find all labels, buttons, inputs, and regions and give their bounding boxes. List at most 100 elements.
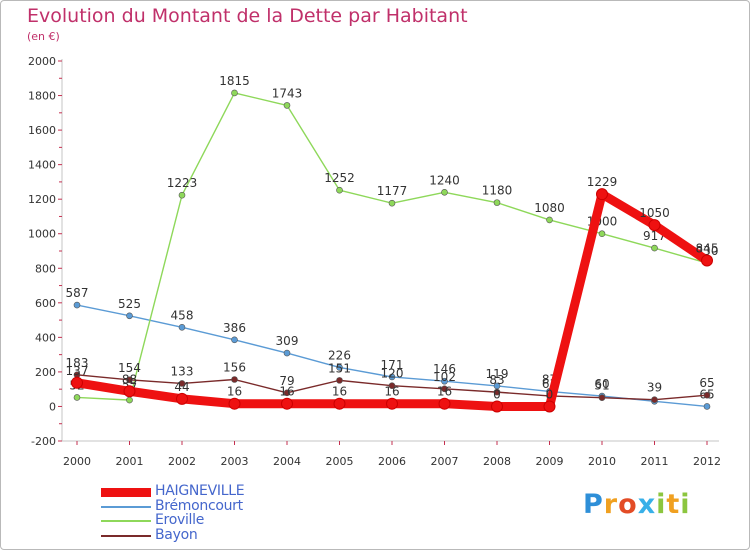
data-point-bayon (231, 376, 238, 383)
data-label-bayon: 51 (594, 379, 609, 393)
data-point-eroville (388, 199, 396, 207)
data-point-br-moncourt (441, 377, 448, 385)
data-label-bayon: 156 (223, 361, 246, 375)
data-point-haigneville (543, 400, 556, 413)
data-point-haigneville (281, 397, 293, 410)
data-label-haigneville: 16 (437, 385, 452, 399)
y-tick-label: 600 (35, 297, 56, 310)
logo-letter: r (603, 489, 619, 520)
data-label-haigneville: 16 (384, 385, 399, 399)
data-point-haigneville (71, 376, 83, 389)
data-label-haigneville: 137 (66, 364, 89, 378)
data-label-br-moncourt: 386 (223, 321, 246, 335)
data-point-bayon (493, 388, 501, 396)
legend-swatch-bayon (101, 534, 151, 537)
data-point-haigneville (596, 188, 608, 201)
data-label-haigneville: 1229 (587, 175, 618, 189)
proxiti-logo: Proxiti (583, 489, 691, 520)
data-label-bayon: 183 (66, 356, 89, 370)
data-label-haigneville: 0 (546, 387, 554, 401)
series-line-eroville (76, 92, 708, 401)
data-point-eroville (73, 394, 81, 401)
y-tick-label: 1400 (28, 159, 56, 172)
data-label-bayon: 151 (328, 361, 351, 375)
data-point-eroville (336, 186, 343, 194)
data-label-eroville: 1180 (482, 184, 513, 198)
data-label-haigneville: 16 (227, 385, 242, 399)
y-tick-label: 0 (49, 400, 56, 413)
data-point-eroville (178, 191, 186, 199)
chart-subtitle: (en €) (27, 30, 60, 43)
data-label-eroville: 1240 (429, 173, 460, 187)
data-label-eroville: 1223 (167, 176, 198, 190)
legend-label-eroville: Eroville (155, 512, 205, 528)
data-point-bayon (336, 377, 343, 384)
data-point-haigneville (333, 397, 346, 410)
data-point-bayon (598, 394, 606, 401)
data-label-haigneville: 16 (279, 385, 294, 399)
y-tick-label: 800 (35, 262, 56, 275)
legend-label-br-moncourt: Brémoncourt (155, 497, 243, 514)
data-label-haigneville: 88 (122, 372, 137, 386)
data-label-bayon: 120 (381, 367, 404, 381)
data-point-eroville (126, 396, 133, 404)
x-tick-label: 2001 (116, 455, 144, 468)
data-point-haigneville (438, 397, 451, 410)
legend-label-haigneville: HAIGNEVILLE (155, 483, 245, 499)
legend-swatch-eroville (101, 520, 151, 522)
y-tick-label: 2000 (28, 55, 56, 68)
data-label-br-moncourt: 309 (276, 334, 299, 348)
x-tick-label: 2006 (378, 455, 406, 468)
data-label-br-moncourt: 587 (66, 286, 89, 300)
legend-swatch-br-moncourt (101, 505, 151, 508)
x-tick-label: 2005 (326, 455, 354, 468)
data-label-haigneville: 0 (493, 387, 501, 401)
x-tick-label: 2009 (536, 455, 564, 468)
data-label-br-moncourt: 458 (171, 308, 194, 322)
data-label-haigneville: 16 (332, 385, 347, 399)
data-label-haigneville: 44 (174, 380, 189, 394)
data-point-haigneville (123, 385, 136, 398)
data-label-bayon: 79 (279, 374, 294, 388)
y-tick-label: -200 (31, 435, 56, 448)
data-label-eroville: 1252 (324, 171, 355, 185)
logo-letter: i (656, 489, 667, 520)
logo-letter: o (618, 489, 638, 520)
data-point-br-moncourt (231, 336, 238, 344)
data-point-haigneville (648, 219, 661, 232)
data-point-eroville (441, 188, 448, 196)
data-label-br-moncourt: 119 (486, 367, 509, 381)
data-label-bayon: 154 (118, 361, 141, 375)
data-point-eroville (493, 199, 501, 206)
data-label-eroville: 1815 (219, 74, 250, 88)
legend-swatch-haigneville (101, 487, 151, 497)
data-point-eroville (231, 89, 238, 97)
data-label-eroville: 1080 (534, 201, 565, 215)
data-label-br-moncourt: 60 (594, 377, 609, 391)
data-label-br-moncourt: 525 (118, 297, 141, 311)
data-point-br-moncourt (283, 349, 291, 357)
data-label-br-moncourt: 171 (381, 358, 404, 372)
data-point-bayon (283, 389, 291, 397)
data-label-bayon: 133 (171, 364, 194, 378)
y-tick-label: 400 (35, 331, 56, 344)
logo-letter: x (637, 489, 657, 520)
data-point-haigneville (386, 397, 398, 410)
data-point-eroville (546, 216, 553, 224)
data-point-bayon (651, 396, 658, 404)
data-label-haigneville: 845 (696, 242, 719, 256)
data-point-eroville (651, 244, 658, 252)
y-tick-label: 200 (35, 366, 56, 379)
data-label-bayon: 65 (699, 376, 714, 390)
data-label-eroville: 1743 (272, 86, 303, 100)
data-point-haigneville (701, 254, 713, 267)
data-point-br-moncourt (703, 403, 711, 410)
x-tick-label: 2003 (221, 455, 249, 468)
x-tick-label: 2007 (431, 455, 459, 468)
data-point-haigneville (228, 397, 241, 410)
data-label-br-moncourt: 146 (433, 362, 456, 376)
data-point-haigneville (176, 392, 188, 405)
x-tick-label: 2010 (588, 455, 616, 468)
